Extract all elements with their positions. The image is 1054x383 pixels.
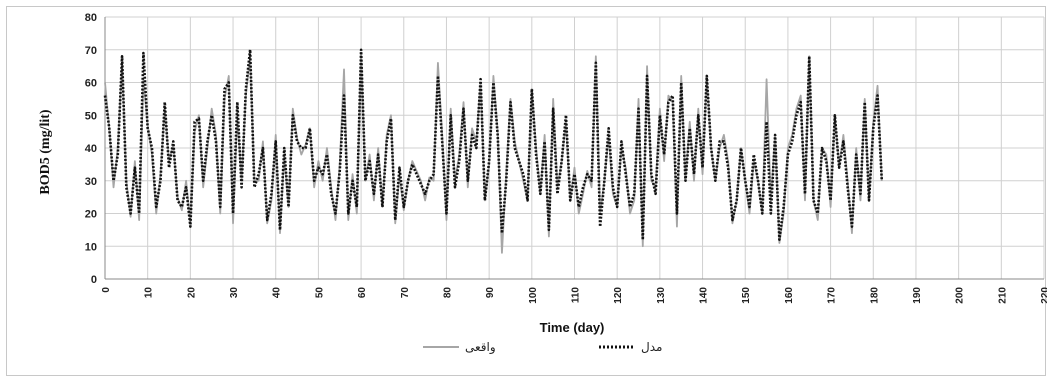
x-tick-label: 120 <box>613 287 624 304</box>
x-tick-label: 180 <box>869 287 880 304</box>
y-tick-labels: 0 10 20 30 40 50 60 70 80 <box>85 12 97 286</box>
y-axis-title: BOD5 (mg/lit) <box>38 109 53 194</box>
x-tick-label: 20 <box>186 287 197 299</box>
legend-label-model: مدل <box>641 340 662 354</box>
x-tick-label: 50 <box>314 287 325 299</box>
series-lines <box>103 48 884 254</box>
y-tick-label: 20 <box>85 209 97 221</box>
x-tick-label: 10 <box>144 287 155 299</box>
x-tick-label: 140 <box>699 287 710 304</box>
x-tick-label: 170 <box>827 287 838 304</box>
y-tick-label: 40 <box>85 143 97 155</box>
y-tick-label: 10 <box>85 241 97 253</box>
axes <box>104 17 1044 280</box>
y-tick-label: 60 <box>85 78 97 90</box>
y-tick-label: 80 <box>85 12 97 24</box>
x-tick-label: 130 <box>656 287 667 304</box>
y-tick-label: 30 <box>85 176 97 188</box>
x-tick-label: 190 <box>912 287 923 304</box>
x-tick-label: 70 <box>400 287 411 299</box>
x-tick-label: 150 <box>741 287 752 304</box>
y-tick-label: 70 <box>85 45 97 57</box>
x-axis-title: Time (day) <box>540 320 605 335</box>
x-tick-label: 110 <box>571 287 582 304</box>
x-tick-label: 200 <box>955 287 966 304</box>
line-chart: 0 10 20 30 40 50 60 70 80 0 10 20 30 40 50 60 70 80 90 100… <box>38 12 1047 355</box>
x-tick-label: 0 <box>101 287 112 293</box>
x-tick-label: 30 <box>229 287 240 299</box>
chart-frame: 0 10 20 30 40 50 60 70 80 0 10 20 30 40 50 60 70 80 90 100… <box>6 6 1047 376</box>
x-tick-labels: 0 10 20 30 40 50 60 70 80 90 100 110 120 130 140 150 160… <box>101 287 1047 304</box>
x-tick-label: 80 <box>442 287 453 299</box>
x-tick-label: 60 <box>357 287 368 299</box>
x-tick-label: 100 <box>528 287 539 304</box>
x-tick-label: 40 <box>272 287 283 299</box>
x-tick-label: 220 <box>1040 287 1047 304</box>
y-tick-label: 50 <box>85 110 97 122</box>
legend-label-actual: واقعی <box>465 340 496 355</box>
legend: واقعی مدل <box>423 340 662 355</box>
x-tick-label: 160 <box>784 287 795 304</box>
x-tick-label: 90 <box>485 287 496 299</box>
y-tick-label: 0 <box>91 274 97 286</box>
gridlines <box>104 16 1045 280</box>
x-tick-label: 210 <box>997 287 1008 304</box>
